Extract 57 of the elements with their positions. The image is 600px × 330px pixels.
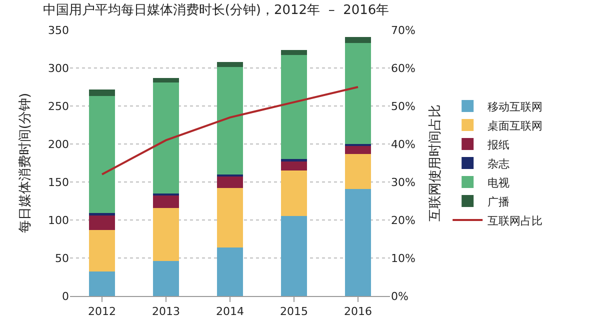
bar xyxy=(281,161,307,171)
legend-label: 杂志 xyxy=(488,157,510,170)
y-tick-label: 0 xyxy=(62,290,69,303)
y-tick-label: 200 xyxy=(48,138,69,151)
y2-tick-label: 30% xyxy=(391,176,416,189)
bar xyxy=(217,188,243,248)
y2-tick-label: 0% xyxy=(391,290,408,303)
bar xyxy=(281,216,307,296)
bar xyxy=(89,215,115,230)
bar xyxy=(217,67,243,174)
y2-tick-label: 60% xyxy=(391,62,416,75)
y2-tick-label: 70% xyxy=(391,24,416,37)
y2-tick-label: 20% xyxy=(391,214,416,227)
bar xyxy=(89,96,115,214)
bar xyxy=(345,36,371,43)
x-tick-label: 2014 xyxy=(216,305,244,318)
legend-label: 广播 xyxy=(488,195,510,208)
y-tick-label: 50 xyxy=(55,252,69,265)
chart-title: 中国用户平均每日媒体消费时长(分钟)，2012年 – 2016年 xyxy=(42,3,390,18)
bar xyxy=(281,170,307,216)
y-tick-label: 350 xyxy=(48,24,69,37)
bar xyxy=(345,188,371,296)
bar xyxy=(345,42,371,144)
bar xyxy=(345,154,371,189)
bar xyxy=(153,82,179,194)
legend-label: 桌面互联网 xyxy=(488,119,543,132)
y-tick-label: 100 xyxy=(48,214,69,227)
bar xyxy=(281,55,307,160)
legend-label: 电视 xyxy=(488,176,510,190)
bar xyxy=(217,176,243,188)
x-tick-label: 2013 xyxy=(152,305,180,318)
y-axis-title: 每日媒体消费时间(分钟) xyxy=(18,92,33,234)
bar xyxy=(89,272,115,296)
x-tick-label: 2016 xyxy=(344,305,372,318)
legend-label: 互联网占比 xyxy=(488,214,543,228)
bar xyxy=(89,230,115,272)
x-tick-label: 2015 xyxy=(280,305,308,318)
bar xyxy=(345,146,371,154)
x-tick-label: 2012 xyxy=(88,305,116,318)
bar xyxy=(217,62,243,68)
bar xyxy=(153,261,179,296)
bar xyxy=(217,247,243,296)
y-tick-label: 250 xyxy=(48,100,69,113)
y-tick-label: 300 xyxy=(48,62,69,75)
bar xyxy=(281,50,307,56)
bar xyxy=(153,208,179,262)
y-tick-label: 150 xyxy=(48,176,69,189)
legend-label: 报纸 xyxy=(486,138,510,152)
y2-axis-title: 互联网使用时间占比 xyxy=(428,104,444,222)
y2-tick-label: 40% xyxy=(391,138,416,151)
bar xyxy=(153,78,179,82)
line-series xyxy=(101,86,359,176)
bar xyxy=(89,89,115,96)
y2-tick-label: 10% xyxy=(391,252,416,265)
bar xyxy=(153,196,179,208)
y2-tick-label: 50% xyxy=(391,100,416,113)
legend-label: 移动互联网 xyxy=(488,100,543,114)
